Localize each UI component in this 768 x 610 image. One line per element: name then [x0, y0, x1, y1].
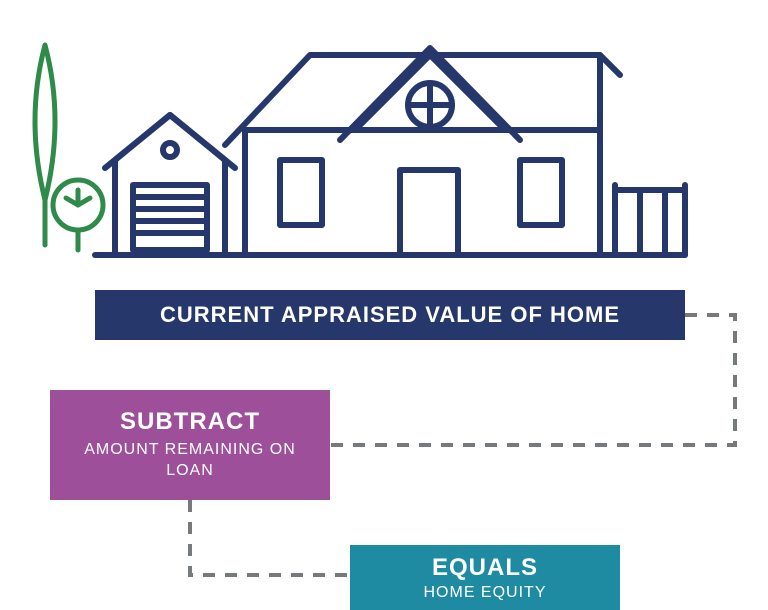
infographic-canvas: CURRENT APPRAISED VALUE OF HOME SUBTRACT… — [0, 0, 768, 610]
equals-box: EQUALS HOME EQUITY — [350, 545, 620, 610]
subtract-box: SUBTRACT AMOUNT REMAINING ON LOAN — [50, 390, 330, 500]
equals-title: EQUALS — [432, 554, 538, 582]
equals-sub: HOME EQUITY — [423, 584, 546, 602]
appraised-value-label: CURRENT APPRAISED VALUE OF HOME — [160, 302, 620, 328]
subtract-sub: AMOUNT REMAINING ON LOAN — [80, 440, 300, 482]
appraised-value-box: CURRENT APPRAISED VALUE OF HOME — [95, 290, 685, 340]
subtract-title: SUBTRACT — [120, 408, 260, 436]
